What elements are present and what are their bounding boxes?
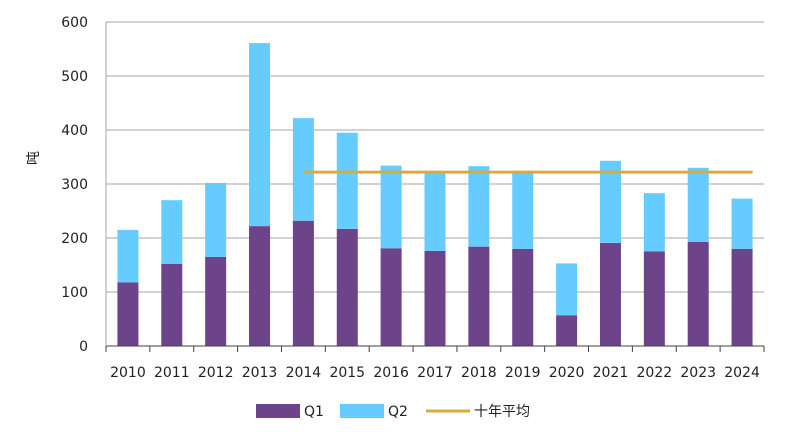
bar-q2-2011 <box>161 200 183 264</box>
bar-q1-2019 <box>512 248 534 346</box>
x-tick-label-2022: 2022 <box>637 365 673 381</box>
bar-q2-2013 <box>249 43 271 227</box>
y-tick-label-400: 400 <box>61 123 88 139</box>
bar-q1-2016 <box>380 248 402 346</box>
x-tick-label-2021: 2021 <box>593 365 629 381</box>
x-tick-label-2018: 2018 <box>461 365 497 381</box>
bar-q2-2015 <box>336 132 358 229</box>
x-tick-label-2012: 2012 <box>198 365 234 381</box>
y-tick-label-100: 100 <box>61 285 88 301</box>
bar-q2-2010 <box>117 229 139 283</box>
x-tick-label-2014: 2014 <box>286 365 322 381</box>
x-tick-label-2015: 2015 <box>329 365 365 381</box>
bar-q1-2013 <box>249 226 271 346</box>
bar-q2-2012 <box>205 182 227 257</box>
bar-q1-2024 <box>731 248 753 346</box>
bar-q2-2023 <box>687 167 709 242</box>
bar-q1-2018 <box>468 246 490 346</box>
x-axis-ticks: 2010 2011 2012 2013 2014 2015 2016 2017 2018 2019… <box>110 365 760 381</box>
bars <box>117 43 753 346</box>
y-tick-label-600: 600 <box>61 15 88 31</box>
bar-q2-2017 <box>424 172 446 251</box>
legend-swatch-q2 <box>340 404 384 418</box>
x-tick-label-2024: 2024 <box>724 365 760 381</box>
legend-label-average: 十年平均 <box>474 404 530 420</box>
x-tick-label-2013: 2013 <box>242 365 278 381</box>
x-tick-label-2017: 2017 <box>417 365 453 381</box>
legend-swatch-q1 <box>256 404 300 418</box>
y-tick-label-200: 200 <box>61 231 88 247</box>
bar-q2-2024 <box>731 198 753 249</box>
legend: Q1 Q2 十年平均 <box>256 404 530 420</box>
x-tick-label-2019: 2019 <box>505 365 541 381</box>
x-tick-label-2011: 2011 <box>154 365 190 381</box>
y-tick-label-0: 0 <box>79 339 88 355</box>
y-tick-label-300: 300 <box>61 177 88 193</box>
bar-q1-2014 <box>292 220 314 346</box>
bar-q2-2018 <box>468 166 490 247</box>
bar-q2-2019 <box>512 173 534 249</box>
bar-q1-2020 <box>556 315 578 346</box>
bar-q1-2017 <box>424 250 446 346</box>
x-tick-label-2020: 2020 <box>549 365 585 381</box>
bar-q2-2022 <box>643 193 665 252</box>
bar-q1-2022 <box>643 251 665 346</box>
bar-q1-2021 <box>599 242 621 346</box>
y-axis-label: 吨 <box>26 151 42 165</box>
bar-q2-2014 <box>292 118 314 221</box>
x-tick-label-2016: 2016 <box>373 365 409 381</box>
y-tick-label-500: 500 <box>61 69 88 85</box>
bar-q1-2011 <box>161 263 183 346</box>
y-axis-ticks: 0 100 200 300 400 500 600 <box>61 15 88 355</box>
bar-q1-2012 <box>205 256 227 346</box>
legend-label-q1: Q1 <box>304 404 324 420</box>
x-tick-label-2010: 2010 <box>110 365 146 381</box>
bar-q1-2015 <box>336 228 358 346</box>
bar-q2-2021 <box>599 160 621 243</box>
legend-label-q2: Q2 <box>388 404 408 420</box>
x-axis <box>105 22 765 352</box>
bar-q1-2010 <box>117 282 139 346</box>
bar-q2-2016 <box>380 165 402 249</box>
bar-q1-2023 <box>687 241 709 346</box>
x-tick-label-2023: 2023 <box>680 365 716 381</box>
bar-q2-2020 <box>556 263 578 316</box>
